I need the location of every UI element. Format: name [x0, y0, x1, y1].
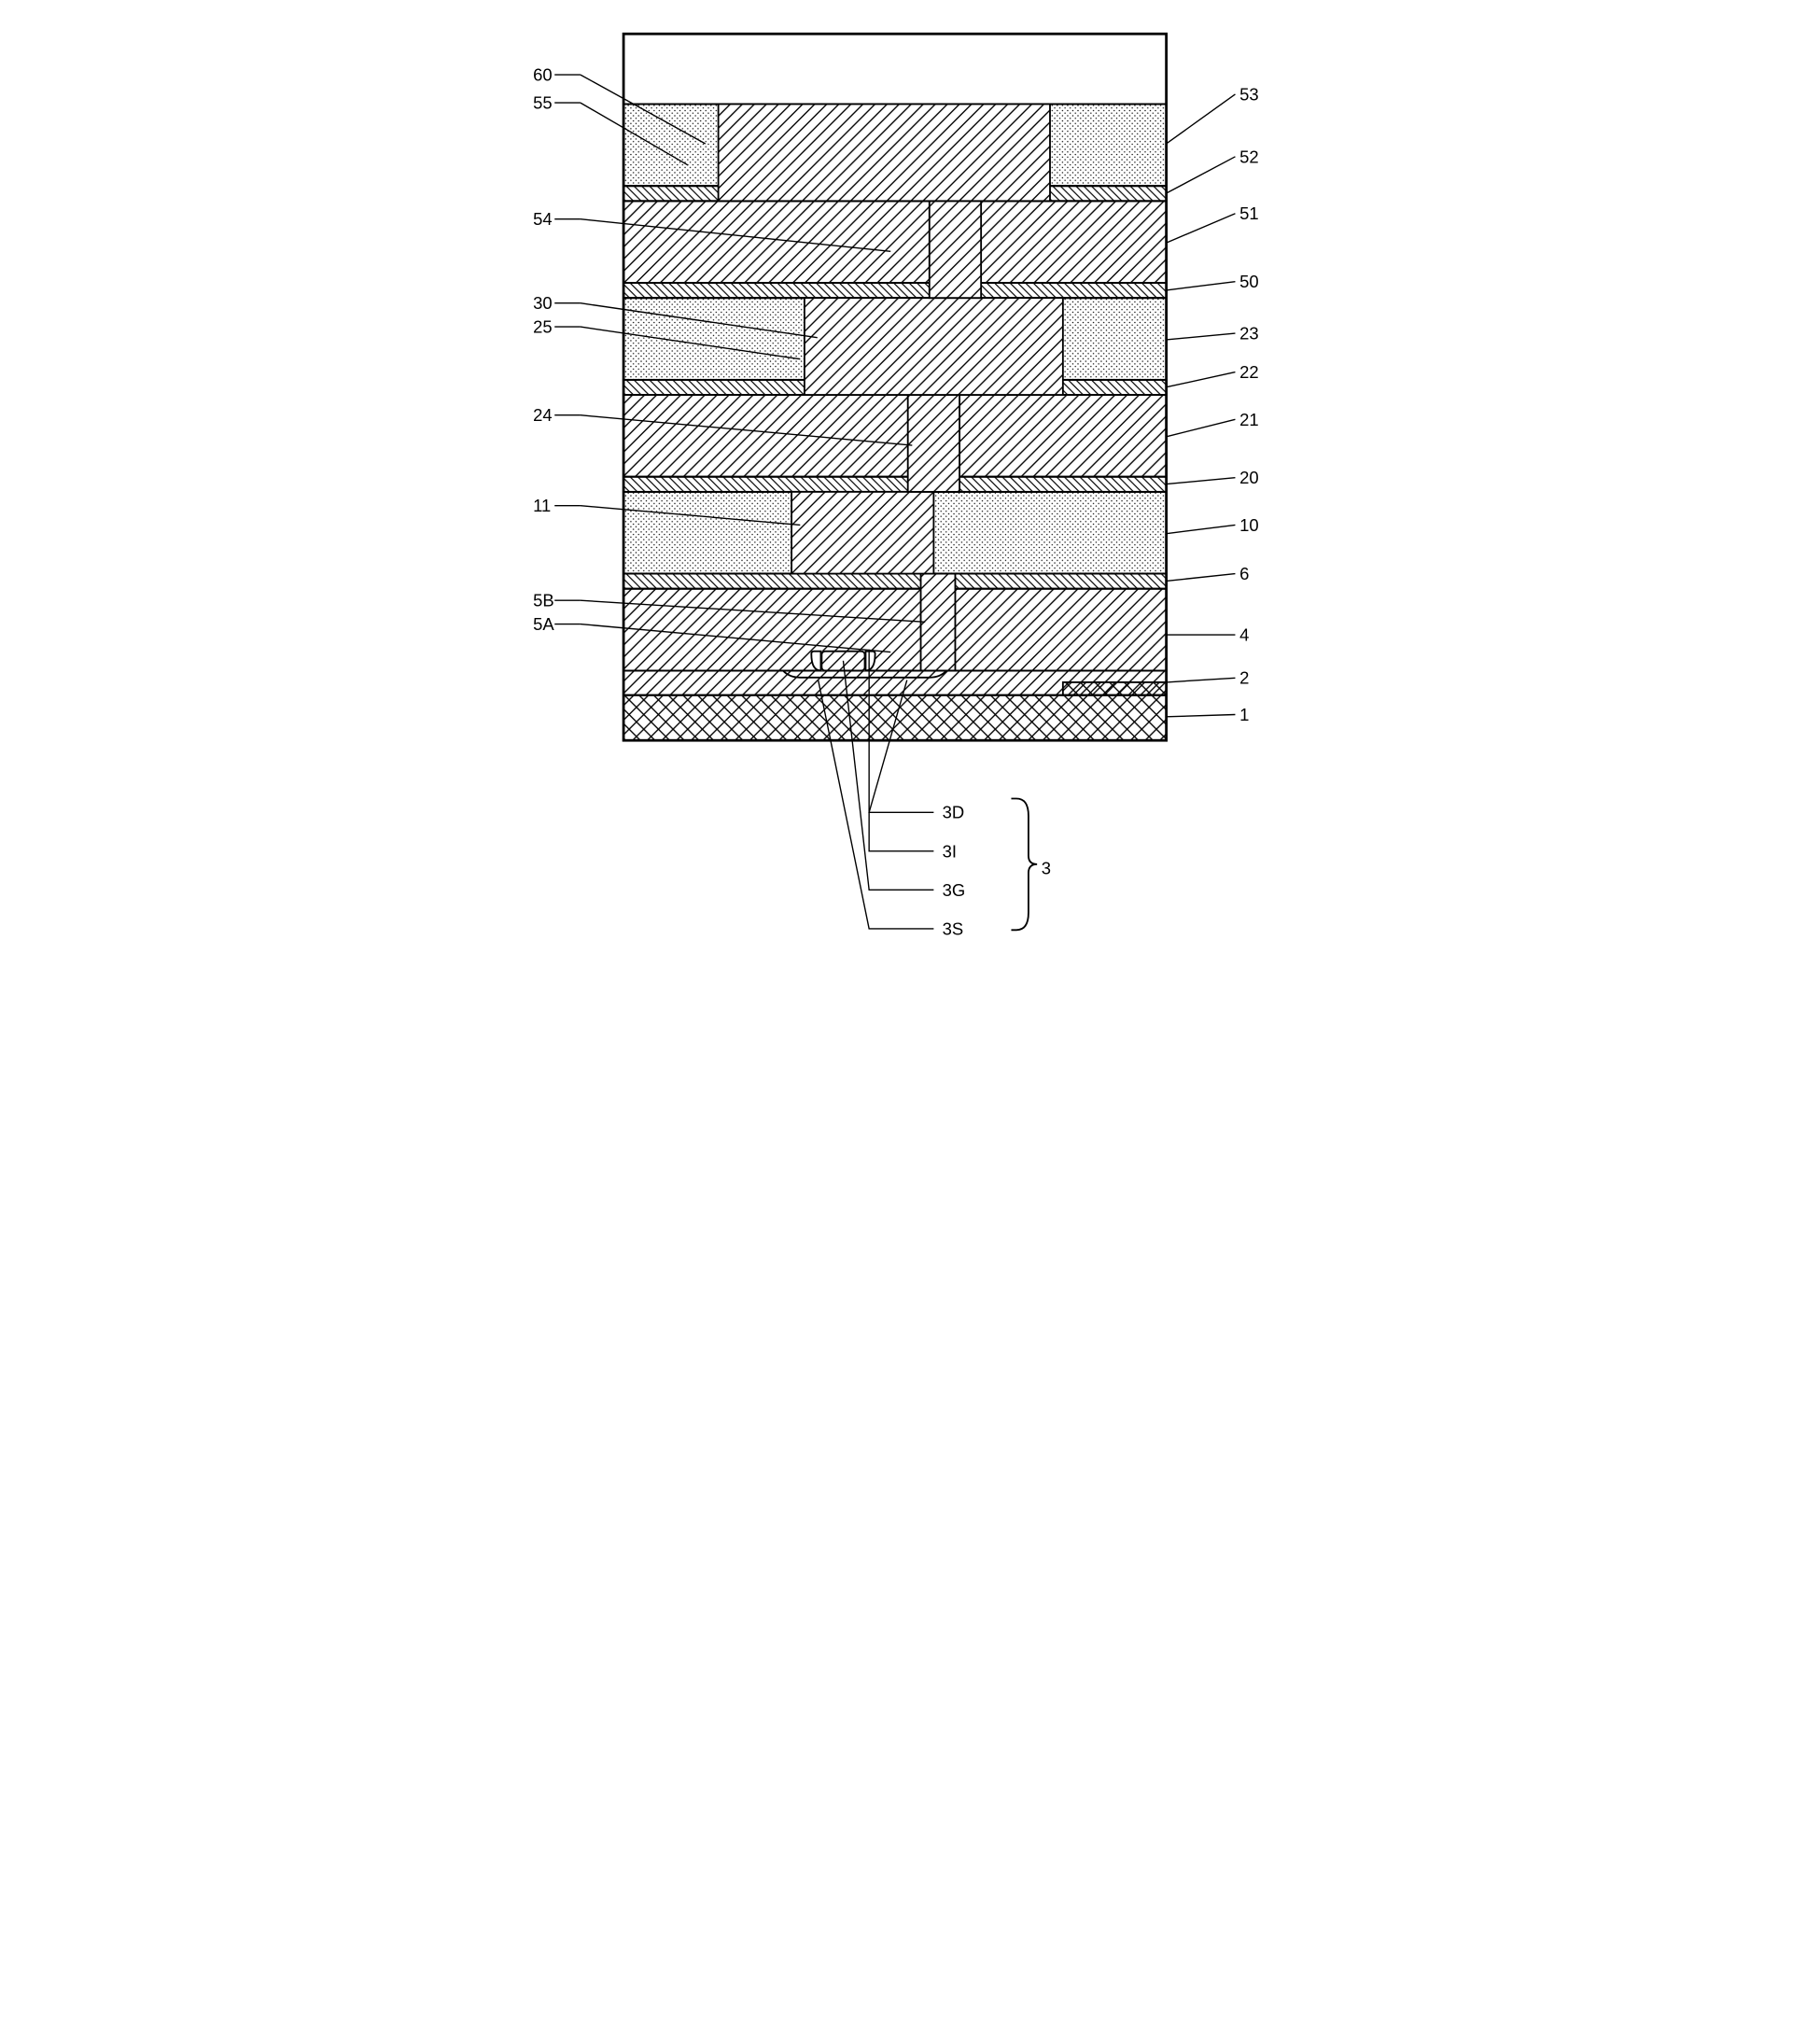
label-53: 53 — [1239, 84, 1259, 104]
label-10: 10 — [1239, 515, 1259, 535]
label-4: 4 — [1239, 625, 1249, 645]
label-22: 22 — [1239, 362, 1259, 382]
metal-11 — [791, 492, 933, 574]
label-1: 1 — [1239, 705, 1249, 724]
label-3D: 3D — [943, 803, 965, 822]
label-55: 55 — [533, 93, 553, 113]
leader-50 — [1167, 282, 1236, 290]
label-5A: 5A — [533, 614, 554, 634]
leader-53 — [1167, 94, 1236, 144]
label-3S: 3S — [943, 919, 964, 938]
brace-3 — [1011, 799, 1037, 931]
layer-1 — [623, 695, 1167, 740]
label-52: 52 — [1239, 147, 1259, 166]
cross-section-diagram: 605554302524115B5A5352515023222120106421… — [490, 19, 1330, 951]
label-5B: 5B — [533, 591, 554, 610]
layer-51 — [623, 201, 1167, 283]
leader-10 — [1167, 525, 1236, 533]
label-3: 3 — [1042, 858, 1051, 877]
label-50: 50 — [1239, 272, 1259, 291]
label-54: 54 — [533, 209, 553, 229]
label-60: 60 — [533, 65, 553, 85]
layer-6 — [623, 574, 1167, 589]
metal-55 — [719, 105, 1050, 202]
leader-23 — [1167, 333, 1236, 340]
leader-20 — [1167, 478, 1236, 484]
layer-4 — [623, 589, 1167, 671]
label-2: 2 — [1239, 668, 1249, 688]
label-23: 23 — [1239, 324, 1259, 344]
leader-52 — [1167, 157, 1236, 193]
leader-1 — [1167, 715, 1236, 717]
label-6: 6 — [1239, 564, 1249, 583]
contact-5b — [921, 574, 956, 671]
label-30: 30 — [533, 293, 553, 313]
layer-21 — [623, 395, 1167, 477]
leader-2 — [1167, 678, 1236, 682]
leader-51 — [1167, 214, 1236, 243]
via-24 — [908, 395, 959, 492]
label-51: 51 — [1239, 203, 1259, 223]
layer-50 — [623, 283, 1167, 298]
label-20: 20 — [1239, 468, 1259, 487]
label-3G: 3G — [943, 880, 966, 900]
leader-21 — [1167, 419, 1236, 436]
layer-20 — [623, 477, 1167, 492]
label-24: 24 — [533, 405, 553, 425]
leader-22 — [1167, 372, 1236, 387]
metal-25 — [805, 298, 1063, 395]
label-3I: 3I — [943, 841, 957, 861]
label-25: 25 — [533, 317, 553, 337]
leader-6 — [1167, 574, 1236, 582]
label-21: 21 — [1239, 410, 1259, 429]
label-11: 11 — [533, 496, 551, 515]
via-54 — [930, 201, 981, 298]
